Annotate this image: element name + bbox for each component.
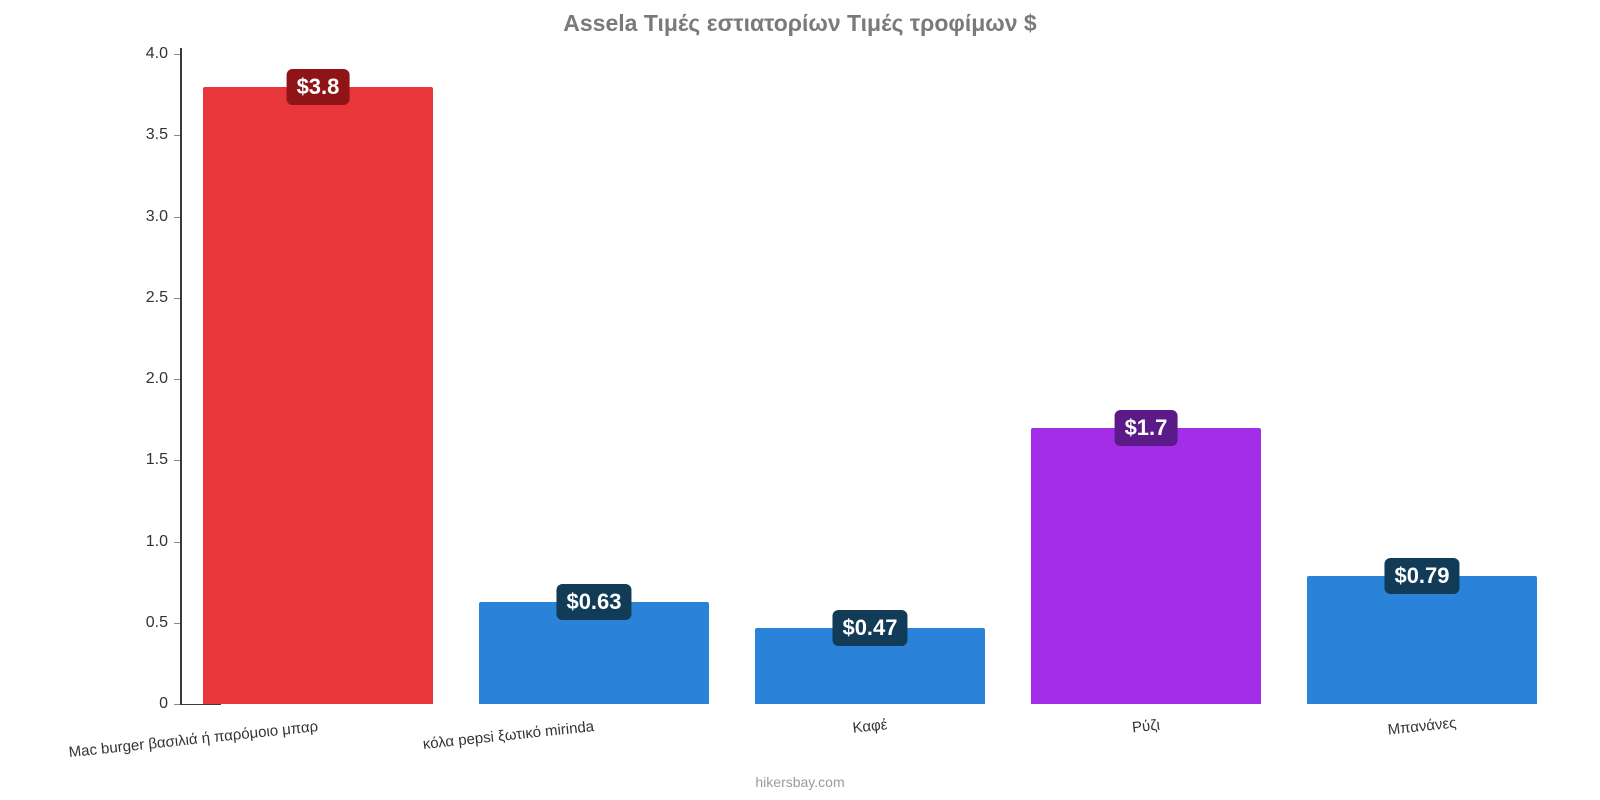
ytick-label: 2.5 — [108, 289, 168, 307]
ytick-label: 4.0 — [108, 45, 168, 63]
category-label: κόλα pepsi ξωτικό mirinda — [422, 718, 595, 753]
ytick-mark — [174, 623, 180, 624]
bar-value-badge: $3.8 — [287, 69, 350, 105]
ytick-label: 0 — [108, 695, 168, 713]
ytick-label: 3.0 — [108, 208, 168, 226]
y-axis — [180, 48, 182, 704]
ytick-mark — [174, 298, 180, 299]
ytick-mark — [174, 379, 180, 380]
credit-text: hikersbay.com — [0, 774, 1600, 790]
ytick-label: 0.5 — [108, 614, 168, 632]
bar: $3.8 — [203, 87, 432, 705]
ytick-mark — [174, 54, 180, 55]
ytick-mark — [174, 460, 180, 461]
bar-value-badge: $0.47 — [832, 610, 907, 646]
ytick-mark — [174, 217, 180, 218]
bar: $1.7 — [1031, 428, 1260, 704]
chart-title: Assela Τιμές εστιατορίων Τιμές τροφίμων … — [0, 10, 1600, 37]
bar: $0.47 — [755, 628, 984, 704]
plot-area: 00.51.01.52.02.53.03.54.0$3.8Mac burger … — [180, 54, 1560, 704]
ytick-mark — [174, 135, 180, 136]
category-label: Καφέ — [852, 716, 889, 737]
ytick-label: 1.5 — [108, 451, 168, 469]
category-label: Mac burger βασιλιά ή παρόμοιο μπαρ — [68, 718, 319, 761]
bar: $0.79 — [1307, 576, 1536, 704]
bar-value-badge: $1.7 — [1115, 410, 1178, 446]
bar-value-badge: $0.79 — [1384, 558, 1459, 594]
ytick-mark — [174, 704, 180, 705]
category-label: Ρύζι — [1131, 717, 1161, 737]
price-bar-chart: Assela Τιμές εστιατορίων Τιμές τροφίμων … — [0, 0, 1600, 800]
bar-value-badge: $0.63 — [556, 584, 631, 620]
category-label: Μπανάνες — [1387, 714, 1457, 738]
ytick-label: 3.5 — [108, 126, 168, 144]
bar: $0.63 — [479, 602, 708, 704]
ytick-mark — [174, 542, 180, 543]
ytick-label: 1.0 — [108, 533, 168, 551]
ytick-label: 2.0 — [108, 370, 168, 388]
